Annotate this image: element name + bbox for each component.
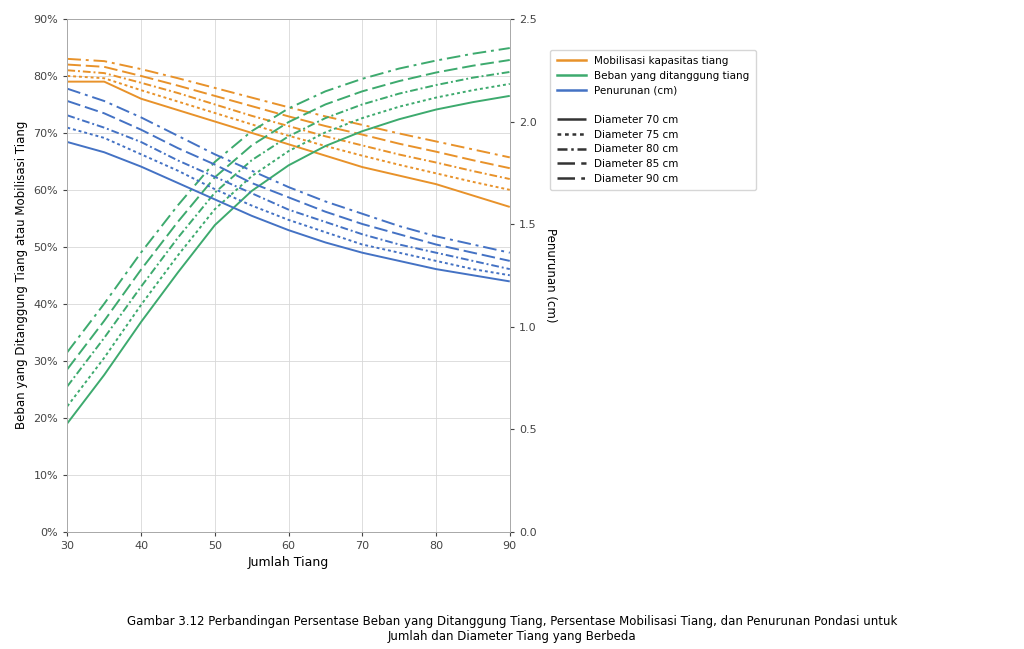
Y-axis label: Beban yang Ditanggung Tiang atau Mobilisasi Tiang: Beban yang Ditanggung Tiang atau Mobilis… (15, 121, 28, 430)
Y-axis label: Penurunan (cm): Penurunan (cm) (545, 228, 557, 323)
Text: Gambar 3.12 Perbandingan Persentase Beban yang Ditanggung Tiang, Persentase Mobi: Gambar 3.12 Perbandingan Persentase Beba… (127, 615, 897, 643)
X-axis label: Jumlah Tiang: Jumlah Tiang (248, 556, 329, 569)
Legend: Mobilisasi kapasitas tiang, Beban yang ditanggung tiang, Penurunan (cm), , Diame: Mobilisasi kapasitas tiang, Beban yang d… (550, 50, 756, 190)
